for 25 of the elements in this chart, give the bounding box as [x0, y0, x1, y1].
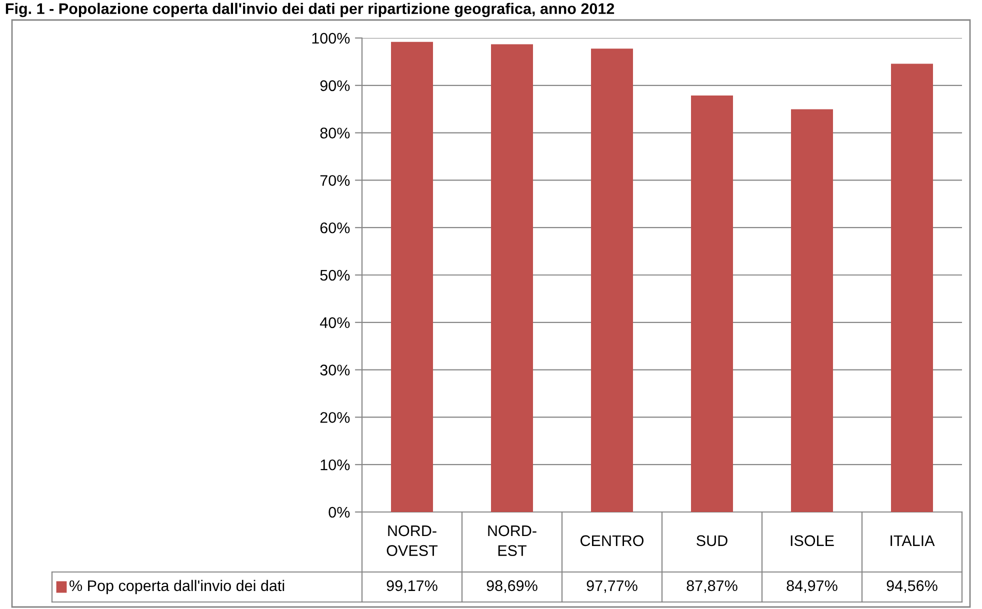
- legend-label: % Pop coperta dall'invio dei dati: [70, 580, 284, 594]
- y-tick-label: 40%: [320, 317, 350, 328]
- data-label: 94,56%: [886, 580, 938, 593]
- x-tick-label: ITALIA: [890, 535, 935, 546]
- y-tick-label: 0%: [328, 506, 350, 518]
- y-tick-label: 30%: [320, 364, 350, 376]
- data-label: 87,87%: [686, 580, 738, 593]
- x-tick-label: NORD-EST: [488, 525, 536, 556]
- y-tick-label: 50%: [320, 270, 350, 281]
- x-tick-label: SUD: [696, 535, 728, 546]
- y-tick-label: 60%: [320, 222, 350, 234]
- chart-title: Fig. 1 - Popolazione coperta dall'invio dei dati per ripartizione geografica, anno 2012: [6, 2, 614, 18]
- data-label: 99,17%: [386, 580, 438, 593]
- y-tick-label: 90%: [320, 80, 350, 92]
- x-tick-label: NORD-OVEST: [386, 525, 438, 556]
- y-tick-label: 10%: [320, 459, 350, 470]
- x-tick-label: CENTRO: [580, 535, 644, 546]
- data-label: 84,97%: [786, 580, 838, 593]
- y-tick-label: 100%: [312, 32, 350, 44]
- y-tick-label: 80%: [320, 128, 350, 138]
- y-tick-label: 70%: [320, 175, 350, 186]
- x-tick-label: ISOLE: [790, 535, 834, 546]
- data-label: 97,77%: [586, 580, 638, 593]
- data-label: 98,69%: [486, 580, 538, 593]
- y-tick-label: 20%: [320, 412, 350, 423]
